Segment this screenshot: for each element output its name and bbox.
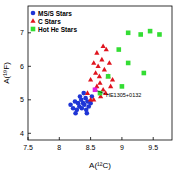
y-tick: [28, 133, 31, 134]
annotated-point: [93, 87, 98, 92]
x-tick-label: 8: [57, 144, 61, 151]
x-tick-label: 9: [120, 144, 124, 151]
point: [78, 94, 83, 99]
x-tick: [121, 137, 122, 140]
y-tick: [28, 99, 31, 100]
x-axis-label: A(¹²C): [89, 161, 111, 170]
point: [101, 43, 106, 48]
point: [93, 70, 98, 75]
point: [97, 80, 102, 85]
point: [120, 84, 125, 89]
point: [126, 61, 131, 66]
point: [99, 57, 104, 62]
point: [97, 74, 102, 79]
legend-marker: [31, 27, 36, 32]
x-tick: [28, 137, 29, 140]
x-tick: [153, 137, 154, 140]
x-tick-label: 7.5: [23, 144, 33, 151]
point: [126, 31, 131, 36]
point: [106, 74, 111, 79]
point: [106, 74, 111, 79]
point: [110, 77, 115, 82]
point: [82, 103, 87, 108]
point: [88, 77, 93, 82]
point: [108, 84, 113, 89]
point: [138, 32, 143, 37]
point: [96, 64, 101, 69]
x-tick-label: 8.5: [86, 144, 96, 151]
annotation-arrow: [97, 91, 105, 94]
point: [157, 32, 162, 37]
x-tick: [90, 137, 91, 140]
annotation: HE1305+0132: [106, 92, 141, 98]
point: [148, 29, 153, 34]
legend-label: MS/S Stars: [38, 10, 72, 17]
legend-marker: [31, 11, 36, 16]
y-tick-label: 6: [20, 63, 24, 70]
point: [88, 97, 93, 102]
legend-label: Hot He Stars: [38, 26, 77, 33]
y-tick: [28, 32, 31, 33]
x-tick-label: 9.5: [148, 144, 158, 151]
point: [73, 111, 78, 116]
point: [94, 50, 99, 55]
point: [85, 111, 90, 116]
point: [107, 60, 112, 65]
y-tick-label: 5: [20, 96, 24, 103]
legend: MS/S StarsC StarsHot He Stars: [30, 10, 77, 33]
y-tick-label: 4: [20, 130, 24, 137]
legend-label: C Stars: [38, 18, 61, 25]
point: [91, 60, 96, 65]
point: [142, 71, 147, 76]
legend-marker: [30, 18, 35, 23]
points: [68, 29, 162, 116]
y-axis-label: A(¹⁹F): [2, 62, 11, 84]
x-tick: [59, 137, 60, 140]
point: [102, 67, 107, 72]
point: [116, 47, 121, 52]
y-tick: [28, 66, 31, 67]
chart: 7.5 8 8.5 9 9.5 4 5 6 7 A(¹²C) A(¹⁹F) HE1305+0132 MS…: [0, 0, 180, 180]
y-tick-label: 7: [20, 29, 24, 36]
plot-frame: [28, 6, 172, 140]
point: [85, 90, 90, 95]
